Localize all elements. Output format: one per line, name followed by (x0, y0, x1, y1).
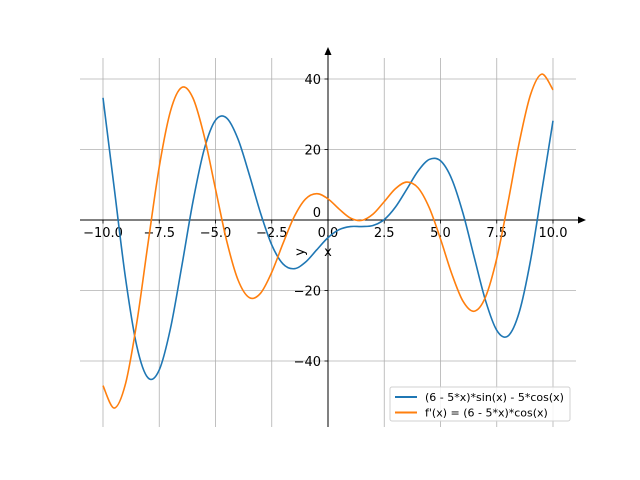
legend-box (389, 386, 571, 422)
series-line-1 (102, 73, 554, 409)
legend-label-0: (6 - 5*x)*sin(x) - 5*cos(x) (425, 391, 564, 404)
x-tick-label: 7.5 (486, 226, 507, 241)
y-axis-label: y (293, 248, 308, 256)
y-axis-arrow-icon (324, 47, 332, 55)
x-axis-label: x (324, 245, 332, 260)
y-tick-label: 0 (313, 206, 321, 221)
y-tick-label: −20 (294, 285, 321, 300)
series-lines (102, 73, 554, 409)
x-tick-label: 10.0 (539, 226, 568, 241)
x-tick-label: 2.5 (374, 226, 395, 241)
x-tick-label: −10.0 (83, 226, 123, 241)
y-tick-label: 20 (304, 144, 321, 159)
legend-label-1: f'(x) = (6 - 5*x)*cos(x) (425, 407, 548, 420)
y-tick-label: 40 (304, 73, 321, 88)
x-tick-label: −2.5 (256, 226, 288, 241)
legend: (6 - 5*x)*sin(x) - 5*cos(x) f'(x) = (6 - … (389, 386, 571, 422)
series-line-0 (102, 97, 554, 381)
x-tick-label: −7.5 (143, 226, 175, 241)
x-tick-label: 0.0 (318, 226, 339, 241)
ticks: −10.0 −7.5 −5.0 −2.5 0.0 2.5 5.0 7.5 10.0−40−200… (83, 73, 567, 370)
x-tick-label: 5.0 (430, 226, 451, 241)
y-tick-label: −40 (294, 355, 321, 370)
x-axis-arrow-icon (578, 216, 586, 224)
